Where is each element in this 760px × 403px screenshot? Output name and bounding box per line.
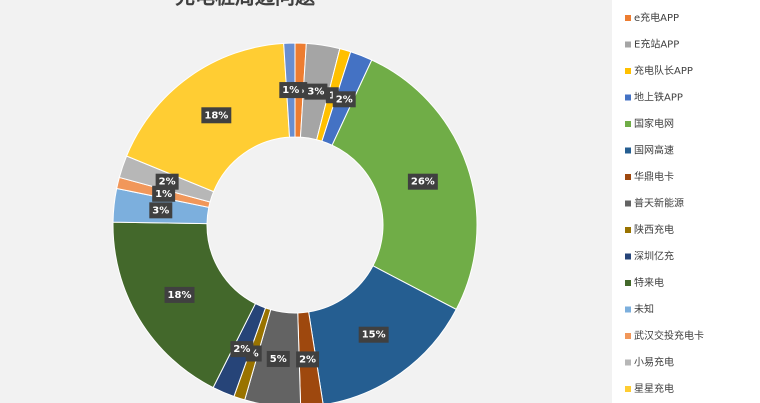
- donut-segment: [331, 59, 478, 311]
- data-label: 26%: [407, 173, 438, 190]
- data-label-box: [155, 173, 179, 190]
- data-label-box: [152, 185, 176, 202]
- legend-swatch: [625, 306, 631, 313]
- legend-label: 普天新能源: [634, 197, 684, 210]
- data-label-text: 18%: [168, 290, 192, 301]
- legend-swatch: [625, 121, 631, 127]
- legend-swatch: [625, 147, 631, 154]
- data-label-box: [164, 286, 195, 303]
- data-label-box: [304, 83, 328, 100]
- legend-swatch: [625, 253, 631, 260]
- data-label-box: [201, 107, 232, 124]
- legend-swatch: [625, 386, 631, 392]
- legend-swatch: [625, 333, 631, 339]
- data-label-box: [358, 326, 389, 343]
- legend-label: 地上铁APP: [634, 91, 683, 104]
- legend-swatch: [625, 15, 631, 21]
- legend-label: 星星充电: [634, 382, 674, 395]
- data-label: 3%: [304, 83, 328, 100]
- legend-background: [612, 0, 760, 403]
- data-label-text: 3%: [152, 205, 169, 216]
- data-label-text: 1%: [155, 189, 172, 200]
- data-label-box: [296, 351, 320, 368]
- data-label-box: [332, 91, 356, 108]
- data-label-text: 2%: [159, 177, 176, 188]
- legend-label: e充电APP: [634, 11, 679, 24]
- data-label-text: 18%: [204, 110, 228, 121]
- legend-swatch: [625, 94, 631, 101]
- legend-label: 未知: [634, 303, 654, 316]
- legend-label: 华鼎电卡: [634, 170, 674, 183]
- data-label-text: %: [249, 349, 259, 360]
- legend-label: 陕西充电: [634, 223, 674, 236]
- legend-label: 国网高速: [634, 144, 674, 157]
- legend-label: 武汉交投充电卡: [634, 329, 704, 342]
- legend-swatch: [625, 359, 631, 366]
- data-label: 5%: [266, 350, 290, 367]
- legend-swatch: [625, 174, 631, 180]
- data-label: 2%: [332, 91, 356, 108]
- legend-label: 充电队长APP: [634, 64, 693, 77]
- data-label-text: 2%: [233, 344, 250, 355]
- data-label-text: 2%: [299, 354, 316, 365]
- data-label-text: 1: [329, 90, 336, 101]
- data-label: 2%: [155, 173, 179, 190]
- legend-swatch: [625, 280, 631, 286]
- legend-swatch: [625, 200, 631, 207]
- data-label-box: [230, 341, 254, 358]
- data-label: 15%: [358, 326, 389, 343]
- data-label-text: 26%: [411, 177, 435, 188]
- data-label-text: 1%: [282, 85, 299, 96]
- legend-swatch: [625, 227, 631, 233]
- legend-swatch: [625, 41, 631, 48]
- data-label-text: 3%: [307, 87, 324, 98]
- data-label: 2%: [296, 351, 320, 368]
- data-label: 1%: [279, 82, 303, 99]
- legend-label: E充站APP: [634, 38, 679, 51]
- data-label: 3%: [149, 202, 173, 219]
- legend-label: 特来电: [634, 276, 664, 289]
- data-label: 1%: [152, 185, 176, 202]
- data-label-box: [266, 350, 290, 367]
- data-label-box: [407, 173, 438, 190]
- donut-segment: [112, 221, 257, 389]
- data-label-box: [149, 202, 173, 219]
- data-label-text: 5%: [270, 354, 287, 365]
- data-label: 18%: [201, 107, 232, 124]
- legend-label: 小易充电: [634, 356, 674, 369]
- data-label: 2%: [230, 341, 254, 358]
- data-label-text: 15%: [362, 330, 386, 341]
- data-label: 18%: [164, 286, 195, 303]
- legend-label: 国家电网: [634, 117, 674, 130]
- chart-title: 充电桩周边问题: [175, 0, 316, 9]
- data-label-box: [279, 82, 303, 99]
- legend-swatch: [625, 68, 631, 74]
- legend-label: 深圳亿充: [634, 250, 674, 263]
- data-label-text: 2%: [336, 94, 353, 105]
